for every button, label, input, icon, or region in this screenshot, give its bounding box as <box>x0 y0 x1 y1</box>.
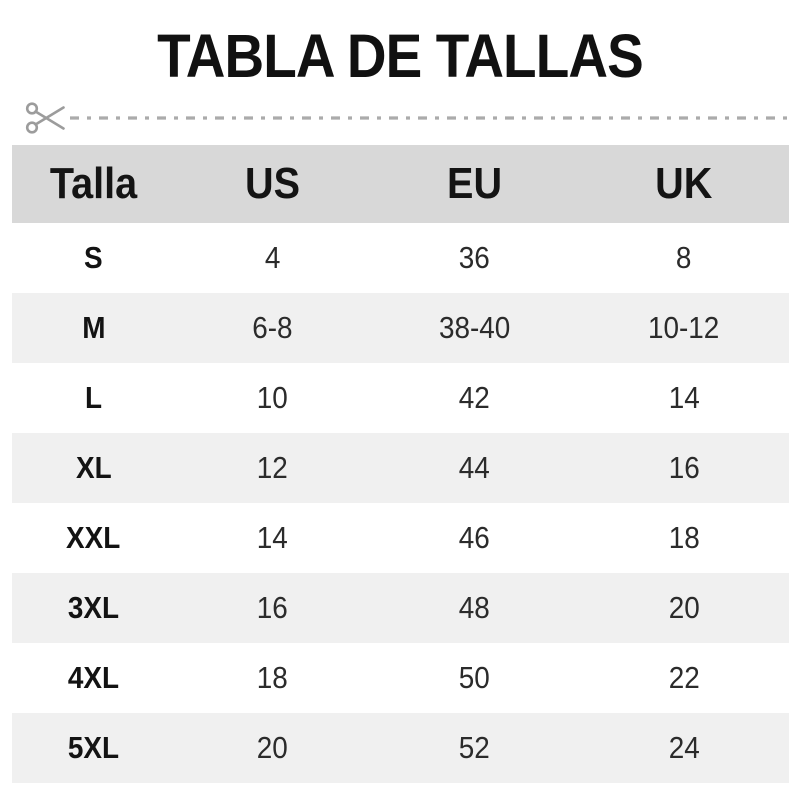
uk-value: 24 <box>668 730 700 765</box>
table-row-l: L 10 42 14 <box>12 363 789 433</box>
eu-value: 38-40 <box>438 310 510 345</box>
us-value: 14 <box>256 520 288 555</box>
column-header-eu-label: EU <box>446 159 502 208</box>
size-chart-table: Talla US EU UK S 4 36 8 M 6-8 38-40 10-1… <box>12 145 789 783</box>
cell-uk: 16 <box>579 433 789 503</box>
size-label: 4XL <box>67 660 120 695</box>
column-header-talla: Talla <box>12 145 176 223</box>
table-row-3xl: 3XL 16 48 20 <box>12 573 789 643</box>
cell-size: XXL <box>12 503 175 573</box>
eu-value: 48 <box>458 590 490 625</box>
cell-size: L <box>12 363 175 433</box>
cell-size: S <box>12 223 175 293</box>
size-label: S <box>84 240 103 275</box>
uk-value: 22 <box>668 660 700 695</box>
eu-value: 50 <box>458 660 490 695</box>
cell-us: 12 <box>175 433 369 503</box>
us-value: 10 <box>256 380 288 415</box>
cell-eu: 38-40 <box>369 293 579 363</box>
cell-eu: 36 <box>369 223 579 293</box>
us-value: 18 <box>256 660 288 695</box>
cell-uk: 10-12 <box>579 293 789 363</box>
scissors-icon <box>25 102 65 134</box>
cell-eu: 44 <box>369 433 579 503</box>
size-label: M <box>81 310 106 345</box>
size-label: 5XL <box>67 730 120 765</box>
cell-size: 4XL <box>12 643 175 713</box>
cell-eu: 42 <box>369 363 579 433</box>
table-row-xxl: XXL 14 46 18 <box>12 503 789 573</box>
cell-size: XL <box>12 433 175 503</box>
size-label: 3XL <box>67 590 120 625</box>
cell-us: 4 <box>175 223 369 293</box>
eu-value: 42 <box>458 380 490 415</box>
table-row-5xl: 5XL 20 52 24 <box>12 713 789 783</box>
eu-value: 52 <box>458 730 490 765</box>
table-row-xl: XL 12 44 16 <box>12 433 789 503</box>
cell-eu: 48 <box>369 573 579 643</box>
us-value: 6-8 <box>252 310 293 345</box>
uk-value: 10-12 <box>648 310 720 345</box>
cut-line <box>24 98 790 138</box>
us-value: 4 <box>264 240 281 275</box>
column-header-uk-label: UK <box>655 159 713 208</box>
cell-us: 14 <box>175 503 369 573</box>
cell-eu: 50 <box>369 643 579 713</box>
cell-uk: 8 <box>579 223 789 293</box>
uk-value: 8 <box>676 240 692 275</box>
column-header-us: US <box>175 145 370 223</box>
eu-value: 36 <box>458 240 490 275</box>
table-header: Talla US EU UK <box>12 145 789 223</box>
cell-us: 6-8 <box>175 293 369 363</box>
cell-uk: 24 <box>579 713 789 783</box>
cell-us: 20 <box>175 713 369 783</box>
cell-us: 18 <box>175 643 369 713</box>
us-value: 20 <box>256 730 288 765</box>
uk-value: 18 <box>668 520 700 555</box>
cell-uk: 22 <box>579 643 789 713</box>
table-row-s: S 4 36 8 <box>12 223 789 293</box>
cell-size: 3XL <box>12 573 175 643</box>
column-header-eu: EU <box>369 145 580 223</box>
size-label: XXL <box>66 520 121 555</box>
cell-uk: 14 <box>579 363 789 433</box>
table-body: S 4 36 8 M 6-8 38-40 10-12 L 10 42 14 XL… <box>12 223 789 783</box>
header-row: Talla US EU UK <box>12 145 789 223</box>
us-value: 16 <box>256 590 288 625</box>
cut-dash-line <box>70 116 790 120</box>
eu-value: 44 <box>458 450 490 485</box>
us-value: 12 <box>256 450 288 485</box>
uk-value: 16 <box>668 450 700 485</box>
cell-eu: 52 <box>369 713 579 783</box>
cell-uk: 18 <box>579 503 789 573</box>
uk-value: 20 <box>668 590 700 625</box>
table-row-4xl: 4XL 18 50 22 <box>12 643 789 713</box>
cell-eu: 46 <box>369 503 579 573</box>
cell-uk: 20 <box>579 573 789 643</box>
page-title: TABLA DE TALLAS <box>157 22 644 90</box>
table-row-m: M 6-8 38-40 10-12 <box>12 293 789 363</box>
column-header-uk: UK <box>579 145 789 223</box>
cell-us: 10 <box>175 363 369 433</box>
column-header-us-label: US <box>244 159 300 208</box>
size-label: XL <box>75 450 112 485</box>
cell-size: M <box>12 293 175 363</box>
cell-us: 16 <box>175 573 369 643</box>
eu-value: 46 <box>458 520 490 555</box>
column-header-talla-label: Talla <box>49 159 138 208</box>
size-label: L <box>85 380 103 415</box>
cell-size: 5XL <box>12 713 175 783</box>
uk-value: 14 <box>668 380 700 415</box>
